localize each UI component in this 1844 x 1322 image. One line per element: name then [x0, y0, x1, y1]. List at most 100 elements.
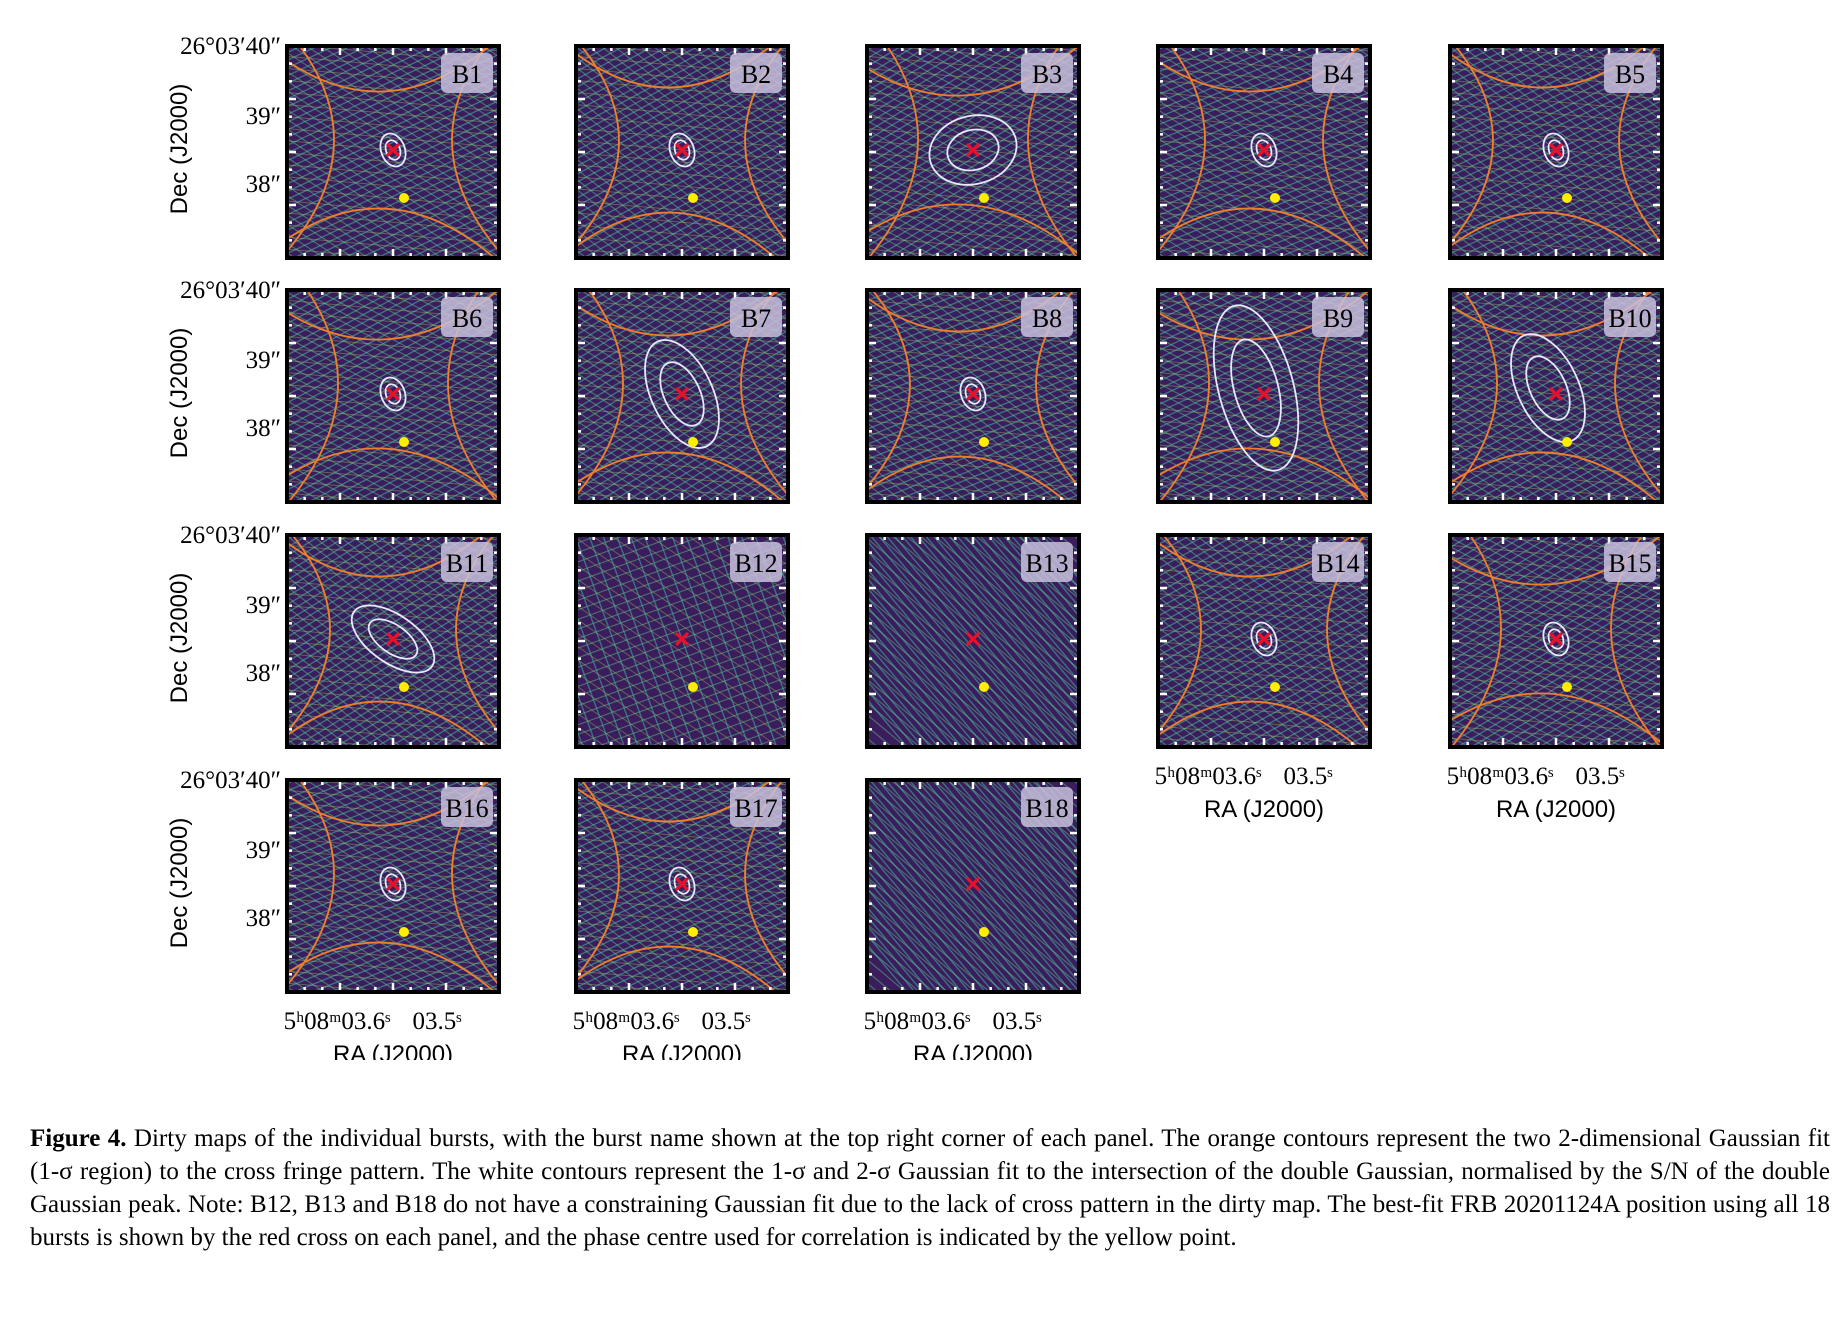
- orange-contours: [287, 46, 499, 258]
- panel-b1: B1 26°03′40″ 39″ 38″ Dec (J2000): [166, 33, 501, 260]
- orange-contours: [576, 46, 788, 258]
- x-tick-label: 5ʰ08ᵐ03.6ˢ: [1155, 763, 1262, 790]
- yellow-point: [688, 682, 698, 692]
- panel-b5: B5: [1448, 44, 1664, 260]
- panel-label: B10: [1608, 304, 1651, 333]
- panel-label-box: [1021, 787, 1073, 827]
- panel-frame: [1448, 533, 1664, 749]
- panel-b6: B6 26°03′40″ 39″ 38″ Dec (J2000): [166, 277, 501, 504]
- red-cross: [386, 387, 400, 401]
- panel-frame: [1156, 288, 1372, 504]
- red-cross: [386, 632, 400, 646]
- x-tick-label: 03.5ˢ: [992, 1008, 1041, 1035]
- panel-label-box: [730, 542, 782, 582]
- x-tick-label: 03.5ˢ: [701, 1008, 750, 1035]
- panel-frame: [865, 778, 1081, 994]
- panel-b10: B10: [1448, 288, 1664, 504]
- panel-b7: B7: [574, 288, 790, 504]
- red-cross: [1257, 143, 1271, 157]
- red-cross: [675, 387, 689, 401]
- panel-b17: B17 5ʰ08ᵐ03.6ˢ 03.5ˢ RA (J2000): [573, 778, 790, 1060]
- x-axis-label: RA (J2000): [1204, 796, 1324, 823]
- white-contours: [644, 339, 720, 449]
- panel-label: B6: [452, 304, 482, 333]
- red-cross: [1549, 143, 1563, 157]
- white-contours: [1212, 304, 1300, 472]
- y-axis-label: Dec (J2000): [166, 573, 193, 704]
- yellow-point: [1562, 193, 1572, 203]
- panel-b12: B12: [574, 533, 790, 749]
- orange-contours: [1450, 290, 1662, 502]
- yellow-point: [979, 927, 989, 937]
- x-axis-label: RA (J2000): [1496, 796, 1616, 823]
- axis-ticks: [867, 46, 1079, 258]
- panel-frame: [285, 288, 501, 504]
- panel-b13: B13: [865, 533, 1081, 749]
- panel-label-box: [1021, 53, 1073, 93]
- yellow-point: [1270, 682, 1280, 692]
- yellow-point: [1270, 193, 1280, 203]
- y-axis-label: Dec (J2000): [166, 818, 193, 949]
- panel-label: B15: [1608, 549, 1651, 578]
- caption-text: Dirty maps of the individual bursts, wit…: [30, 1125, 1830, 1251]
- panel-b11: B11 26°03′40″ 39″ 38″ Dec (J2000): [166, 522, 501, 749]
- y-tick-label: 38″: [246, 660, 281, 687]
- panel-label: B2: [741, 60, 771, 89]
- fringe-pattern: [1158, 290, 1370, 502]
- red-cross: [675, 143, 689, 157]
- red-cross: [1549, 632, 1563, 646]
- y-tick-label: 39″: [246, 103, 281, 130]
- panel-label: B1: [452, 60, 482, 89]
- figure-4: B1 26°03′40″ 39″ 38″ Dec (J2000) B2 B3 B4 B5 B6 26…: [166, 33, 1664, 1060]
- panel-b14: B14 5ʰ08ᵐ03.6ˢ 03.5ˢ RA (J2000): [1155, 533, 1372, 823]
- x-tick-label: 5ʰ08ᵐ03.6ˢ: [864, 1008, 971, 1035]
- x-axis-label: RA (J2000): [333, 1041, 453, 1060]
- panel-label: B18: [1025, 794, 1068, 823]
- red-cross: [675, 632, 689, 646]
- fringe-pattern: [576, 535, 788, 747]
- panel-label: B16: [445, 794, 488, 823]
- white-contours: [350, 604, 436, 674]
- y-tick-label: 39″: [246, 347, 281, 374]
- panel-label: B8: [1032, 304, 1062, 333]
- yellow-point: [399, 437, 409, 447]
- x-tick-label: 03.5ˢ: [1283, 763, 1332, 790]
- panel-frame: [1156, 533, 1372, 749]
- white-contours: [959, 376, 987, 412]
- panel-b8: B8: [865, 288, 1081, 504]
- white-contours: [668, 132, 696, 168]
- y-tick-label: 26°03′40″: [180, 277, 281, 304]
- panel-b18: B18 5ʰ08ᵐ03.6ˢ 03.5ˢ RA (J2000): [864, 778, 1081, 1060]
- x-axis-label: RA (J2000): [913, 1041, 1033, 1060]
- panel-label-box: [1021, 542, 1073, 582]
- panel-b15: B15 5ʰ08ᵐ03.6ˢ 03.5ˢ RA (J2000): [1447, 533, 1664, 823]
- panel-b4: B4: [1156, 44, 1372, 260]
- panel-frame: [1156, 44, 1372, 260]
- fringe-pattern: [287, 46, 499, 258]
- red-cross: [966, 877, 980, 891]
- panel-label: B4: [1323, 60, 1353, 89]
- yellow-point: [1562, 682, 1572, 692]
- panel-frame: [285, 778, 501, 994]
- fringe-pattern: [287, 535, 499, 747]
- y-axis-label: Dec (J2000): [166, 84, 193, 215]
- red-cross: [386, 143, 400, 157]
- y-tick-label: 38″: [246, 905, 281, 932]
- white-contours: [1250, 621, 1278, 657]
- y-tick-label: 26°03′40″: [180, 33, 281, 60]
- panel-label-box: [730, 297, 782, 337]
- panel-b3: B3: [865, 44, 1081, 260]
- x-tick-label: 03.5ˢ: [412, 1008, 461, 1035]
- panel-label-box: [1312, 542, 1364, 582]
- panel-label-box: [441, 53, 493, 93]
- yellow-point: [688, 927, 698, 937]
- panel-frame: [865, 533, 1081, 749]
- white-contours: [379, 132, 407, 168]
- yellow-point: [979, 437, 989, 447]
- panel-label-box: [1021, 297, 1073, 337]
- yellow-point: [688, 437, 698, 447]
- yellow-point: [979, 193, 989, 203]
- yellow-point: [979, 682, 989, 692]
- white-contours: [928, 114, 1018, 186]
- panel-frame: [1448, 288, 1664, 504]
